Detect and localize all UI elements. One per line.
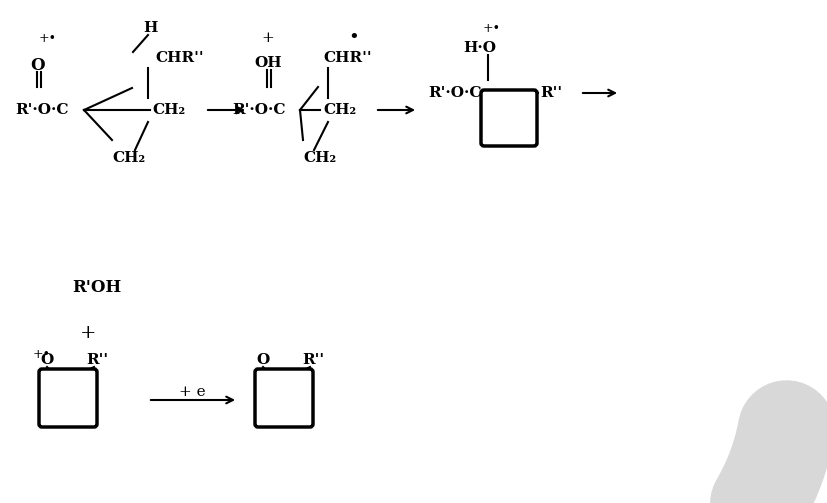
- Text: R'': R'': [302, 353, 323, 367]
- Text: R'': R'': [539, 86, 562, 100]
- Text: H: H: [142, 21, 157, 35]
- Text: +: +: [261, 31, 274, 45]
- Text: CHR'': CHR'': [155, 51, 203, 65]
- Text: +•: +•: [33, 349, 51, 362]
- Text: O: O: [31, 56, 45, 73]
- Text: CH₂: CH₂: [152, 103, 185, 117]
- Text: R'·O·C: R'·O·C: [232, 103, 285, 117]
- Text: OH: OH: [254, 56, 281, 70]
- Text: H·O: H·O: [463, 41, 496, 55]
- Text: R'·O·C: R'·O·C: [428, 86, 481, 100]
- Text: R'': R'': [86, 353, 108, 367]
- Text: +: +: [79, 324, 96, 342]
- Text: + e: + e: [179, 385, 205, 399]
- Text: CH₂: CH₂: [112, 151, 145, 165]
- FancyBboxPatch shape: [255, 369, 313, 427]
- Text: CHR'': CHR'': [323, 51, 371, 65]
- Text: +•: +•: [482, 22, 500, 35]
- Text: O: O: [41, 353, 54, 367]
- Text: +•: +•: [39, 32, 57, 44]
- Text: R'OH: R'OH: [72, 280, 121, 296]
- Text: •: •: [348, 29, 359, 47]
- Text: CH₂: CH₂: [323, 103, 356, 117]
- FancyBboxPatch shape: [39, 369, 97, 427]
- Text: CH₂: CH₂: [303, 151, 336, 165]
- FancyBboxPatch shape: [480, 90, 537, 146]
- Text: R'·O·C: R'·O·C: [15, 103, 69, 117]
- Text: O: O: [256, 353, 270, 367]
